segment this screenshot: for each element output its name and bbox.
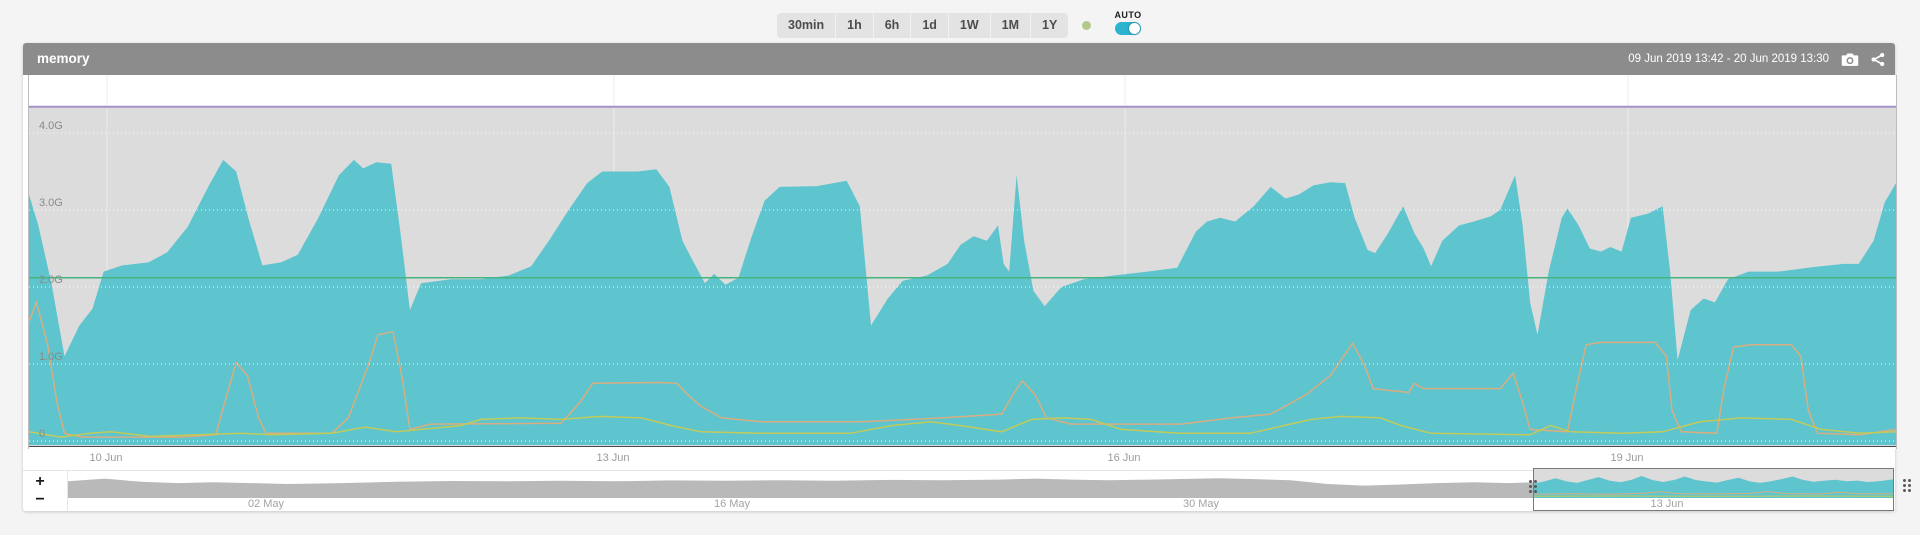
navigator-separator [67,470,68,511]
range-button-1h[interactable]: 1h [836,13,874,38]
navigator-divider [23,470,1895,471]
nav-tick-30may: 30 May [1182,498,1220,510]
auto-label: AUTO [1114,10,1142,20]
x-axis-tick-16jun: 16 Jun [1107,452,1141,464]
share-icon[interactable] [1871,52,1885,67]
panel-header: memory 09 Jun 2019 13:42 - 20 Jun 2019 1… [23,43,1895,75]
nav-tick-16may: 16 May [713,498,751,510]
time-range-button-group: 30min 1h 6h 1d 1W 1M 1Y [777,13,1069,38]
navigator-axis: 02 May 16 May 30 May 13 Jun [68,498,1893,511]
selection-left-handle-icon[interactable] [1529,480,1532,483]
range-button-1w[interactable]: 1W [948,13,991,38]
range-button-1d[interactable]: 1d [911,13,949,38]
memory-chart-plot[interactable]: 4.0G 3.0G 2.0G 1.0G 0 [28,75,1897,449]
range-button-6h[interactable]: 6h [873,13,912,38]
range-button-30min[interactable]: 30min [777,13,837,38]
x-axis-tick-13jun: 13 Jun [596,452,630,464]
x-axis-tick-19jun: 19 Jun [1610,452,1644,464]
zoom-out-button[interactable]: − [31,491,49,508]
navigator-selection-window[interactable] [1529,468,1894,511]
nav-tick-02may: 02 May [247,498,285,510]
range-button-1m[interactable]: 1M [990,13,1032,38]
camera-icon[interactable] [1841,52,1859,67]
toggle-knob [1129,23,1140,34]
panel-title: memory [37,51,90,66]
x-axis: 10 Jun 13 Jun 16 Jun 19 Jun [28,449,1895,470]
x-axis-tick-10jun: 10 Jun [89,452,123,464]
status-dot-icon [1082,21,1091,30]
auto-toggle-switch[interactable] [1115,22,1141,35]
zoom-in-button[interactable]: + [31,473,49,490]
selection-right-handle-icon[interactable] [1903,479,1906,482]
range-button-1y[interactable]: 1Y [1031,13,1069,38]
nav-tick-13jun: 13 Jun [1650,498,1684,510]
time-range-label: 09 Jun 2019 13:42 - 20 Jun 2019 13:30 [1628,53,1829,65]
auto-refresh-control: AUTO [1109,10,1147,35]
memory-panel: memory 09 Jun 2019 13:42 - 20 Jun 2019 1… [23,43,1897,511]
panel-header-right: 09 Jun 2019 13:42 - 20 Jun 2019 13:30 [1628,43,1885,75]
navigator-overview-chart[interactable] [68,471,1893,498]
selection-mini-chart [1534,469,1893,498]
